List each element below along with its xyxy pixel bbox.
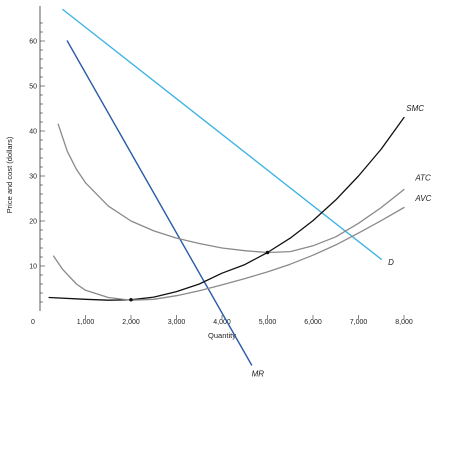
- curves: [48, 8, 405, 366]
- x-tick-label: 2,000: [122, 319, 140, 326]
- y-axis-label: Price and cost (dollars): [5, 136, 14, 213]
- label-d: D: [388, 258, 394, 267]
- label-avc: AVC: [414, 194, 431, 203]
- points: [129, 250, 270, 302]
- series-mr-line: [66, 40, 253, 366]
- origin-label: 0: [31, 319, 35, 326]
- y-tick-label: 60: [29, 39, 37, 46]
- series-smc-line: [48, 116, 405, 301]
- x-tick-label: 8,000: [395, 319, 413, 326]
- label-smc: SMC: [406, 104, 424, 113]
- series-d-line: [62, 8, 382, 260]
- x-axis-label: Quantity: [208, 331, 236, 340]
- x-tick-label: 3,000: [168, 319, 186, 326]
- label-mr: MR: [252, 369, 265, 378]
- curve-labels: SMC ATC AVC D MR: [252, 104, 432, 379]
- series-atc-line: [57, 123, 405, 254]
- y-tick-label: 50: [29, 84, 37, 91]
- label-atc: ATC: [414, 174, 431, 183]
- SMC-AVC-intersection-point: [129, 297, 133, 302]
- x-tick-label: 4,000: [213, 319, 231, 326]
- series-avc-line: [52, 206, 405, 301]
- y-tick-label: 30: [29, 174, 37, 181]
- x-tick-label: 6,000: [304, 319, 322, 326]
- x-tick-label: 1,000: [77, 319, 95, 326]
- x-tick-label: 5,000: [259, 319, 277, 326]
- y-tick-label: 10: [29, 264, 37, 271]
- y-tick-label: 20: [29, 219, 37, 226]
- axes: 10 20 30 40 50 60 1,000 2,000 3,000 4,000 5,000 6,0…: [29, 6, 413, 326]
- SMC-ATC-intersection-point: [265, 250, 270, 255]
- y-tick-label: 40: [29, 129, 37, 136]
- x-tick-label: 7,000: [350, 319, 368, 326]
